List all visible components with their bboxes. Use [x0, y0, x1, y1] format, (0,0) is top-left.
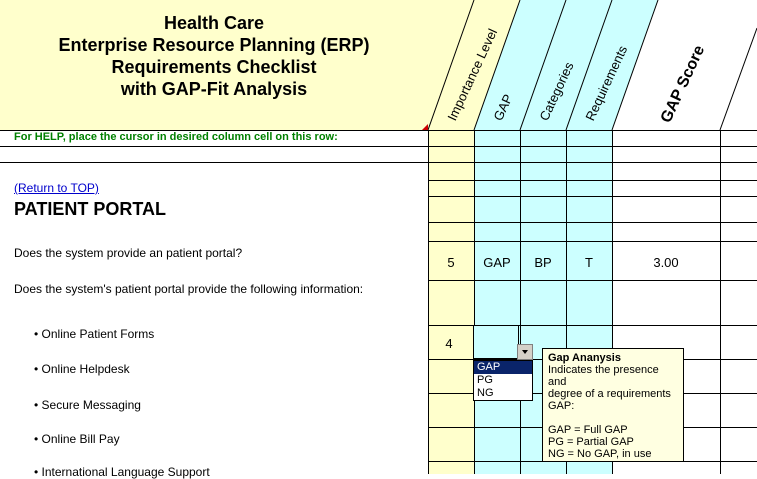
title-line: Health Care	[163, 13, 265, 33]
sub-item-text[interactable]: • Online Bill Pay	[34, 432, 120, 446]
dropdown-list[interactable]: GAP PG NG	[473, 360, 533, 401]
active-gap-cell[interactable]	[473, 325, 519, 359]
title-background	[0, 0, 428, 130]
sub-item-text[interactable]: • International Language Support	[34, 465, 210, 479]
sub-item-text[interactable]: • Online Patient Forms	[34, 327, 155, 341]
dropdown-option-pg[interactable]: PG	[477, 374, 493, 386]
title-line: Requirements Checklist	[111, 57, 317, 77]
gap-score-value[interactable]: 3.00	[653, 255, 679, 270]
dropdown-option-ng[interactable]: NG	[477, 387, 494, 399]
gap-column	[474, 130, 520, 474]
grid-line	[428, 241, 757, 242]
page-title: Health Care Enterprise Resource Planning…	[0, 0, 428, 130]
grid-line	[520, 130, 521, 474]
title-line: Enterprise Resource Planning (ERP)	[58, 35, 370, 55]
grid-line	[428, 280, 757, 281]
tooltip-line	[548, 412, 678, 424]
gap-value[interactable]: GAP	[483, 255, 511, 270]
tooltip-line: NG = No GAP, in use	[548, 448, 652, 460]
grid-line	[0, 162, 757, 163]
return-to-top-cell: (Return to TOP)	[14, 181, 99, 195]
importance-column	[428, 130, 474, 474]
dropdown-arrow-button[interactable]	[517, 344, 533, 360]
importance-value[interactable]: 4	[445, 336, 453, 351]
grid-line	[474, 130, 475, 474]
question-row-text[interactable]: Does the system provide an patient porta…	[14, 246, 243, 260]
grid-line	[428, 222, 757, 223]
tooltip-line: Indicates the presence and	[548, 364, 659, 388]
column-header-strips	[422, 0, 757, 130]
gap-analysis-tooltip: Gap Ananysis Indicates the presence and …	[542, 348, 684, 462]
importance-value[interactable]: 5	[447, 255, 455, 270]
tooltip-line: GAP = Full GAP	[548, 424, 628, 436]
sub-item-text[interactable]: • Secure Messaging	[34, 398, 141, 412]
tooltip-line: degree of a requirements	[548, 388, 671, 400]
grid-line	[428, 130, 429, 474]
grid-line	[428, 325, 757, 326]
question-row-text[interactable]: Does the system's patient portal provide…	[14, 282, 364, 296]
tooltip-title: Gap Ananysis	[548, 352, 621, 364]
grid-line	[428, 196, 757, 197]
grid-line	[720, 130, 721, 474]
grid-line	[0, 146, 757, 147]
return-to-top-link[interactable]: (Return to TOP)	[14, 181, 99, 195]
requirement-value[interactable]: T	[585, 255, 593, 270]
grid-line	[428, 180, 757, 181]
sub-item-text[interactable]: • Online Helpdesk	[34, 362, 130, 376]
help-text: For HELP, place the cursor in desired co…	[14, 131, 338, 143]
chevron-down-icon	[522, 350, 528, 354]
dropdown-option-gap[interactable]: GAP	[474, 361, 532, 374]
section-title: PATIENT PORTAL	[14, 199, 166, 219]
title-line: with GAP-Fit Analysis	[120, 79, 308, 99]
grid-line	[0, 130, 757, 131]
category-value[interactable]: BP	[534, 255, 552, 270]
grid-line	[612, 130, 613, 474]
tooltip-line: PG = Partial GAP	[548, 436, 634, 448]
tooltip-line: GAP:	[548, 400, 575, 412]
grid-line	[566, 130, 567, 474]
